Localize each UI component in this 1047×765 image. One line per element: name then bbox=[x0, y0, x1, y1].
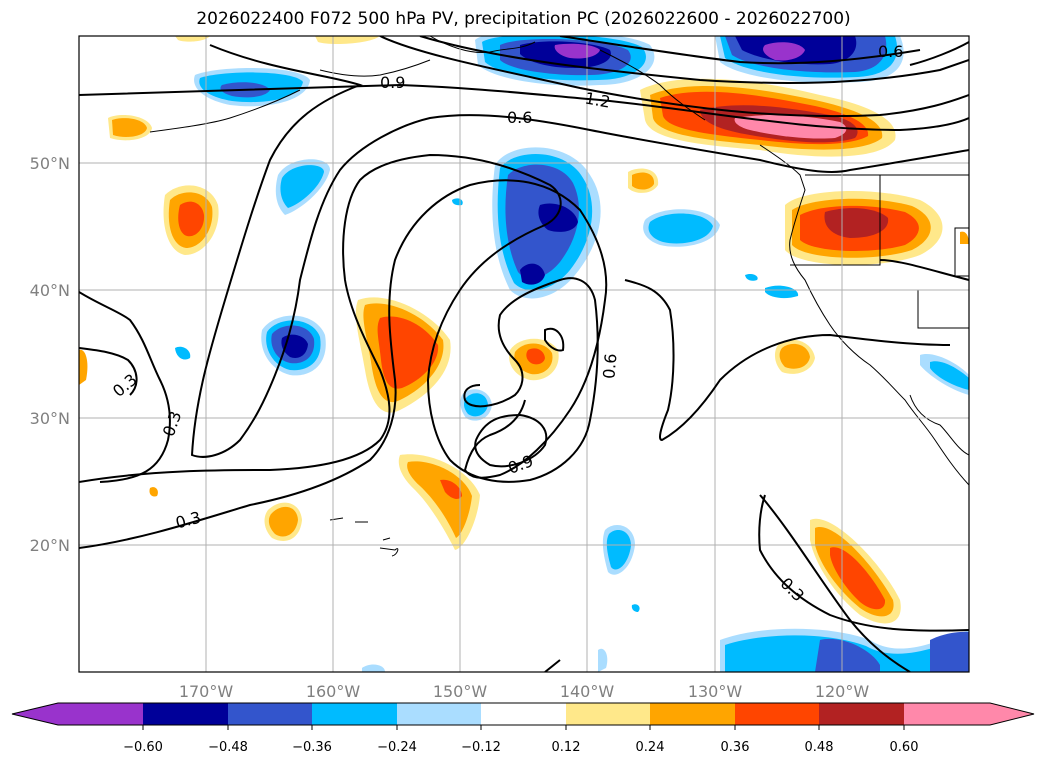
longitude-labels: 170°W 160°W 150°W 140°W 130°W 120°W bbox=[179, 682, 870, 701]
colorbar-tick-label: −0.24 bbox=[377, 740, 417, 755]
contour-label: 1.2 bbox=[583, 89, 611, 112]
colorbar-bin bbox=[566, 703, 650, 725]
lon-label: 170°W bbox=[179, 682, 234, 701]
contour-label: 0.6 bbox=[599, 353, 620, 380]
colorbar-bin bbox=[312, 703, 397, 725]
contour-label: 0.6 bbox=[878, 42, 903, 61]
colorbar-bin bbox=[819, 703, 904, 725]
colorbar-bin bbox=[904, 703, 990, 725]
contour-label: 0.6 bbox=[507, 108, 532, 127]
map-title: 2026022400 F072 500 hPa PV, precipitatio… bbox=[196, 9, 851, 29]
lon-label: 140°W bbox=[560, 682, 615, 701]
colorbar-tick-label: 0.48 bbox=[805, 740, 834, 755]
colorbar-tick-label: 0.60 bbox=[890, 740, 919, 755]
colorbar-tick-label: −0.36 bbox=[292, 740, 332, 755]
lon-label: 120°W bbox=[815, 682, 870, 701]
coastlines bbox=[149, 36, 969, 557]
colorbar-bin bbox=[735, 703, 819, 725]
colorbar-bin bbox=[481, 703, 566, 725]
colorbar-tick-label: −0.12 bbox=[461, 740, 501, 755]
colorbar-tick-label: 0.12 bbox=[552, 740, 581, 755]
lat-label: 50°N bbox=[30, 154, 70, 173]
colorbar-tick-label: 0.36 bbox=[721, 740, 750, 755]
colorbar-outline bbox=[11, 702, 1035, 726]
colorbar-bin bbox=[397, 703, 481, 725]
lon-label: 150°W bbox=[433, 682, 488, 701]
plot-frame bbox=[78, 35, 970, 673]
contour-label: 0.9 bbox=[380, 73, 405, 92]
latitude-labels: 50°N 40°N 30°N 20°N bbox=[30, 154, 70, 555]
colorbar: −0.60 −0.48 −0.36 −0.24 −0.12 0.12 0.24 0.36 0.4… bbox=[11, 702, 1035, 755]
colorbar-ticks: −0.60 −0.48 −0.36 −0.24 −0.12 0.12 0.24 0.36 0.4… bbox=[123, 725, 918, 755]
colorbar-bin bbox=[228, 703, 312, 725]
colorbar-tick-label: 0.24 bbox=[636, 740, 665, 755]
colorbar-bin bbox=[58, 703, 143, 725]
lat-label: 20°N bbox=[30, 536, 70, 555]
colorbar-extend-max bbox=[990, 703, 1034, 725]
colorbar-tick-label: −0.48 bbox=[208, 740, 248, 755]
map-plot-area: 0.9 1.2 0.6 0.6 0.3 0.3 0.6 0.9 0.3 0.3 bbox=[79, 36, 969, 672]
graticule bbox=[79, 36, 969, 672]
lon-label: 160°W bbox=[306, 682, 361, 701]
colorbar-tick-label: −0.60 bbox=[123, 740, 163, 755]
colorbar-extend-min bbox=[12, 703, 58, 725]
pv-contours bbox=[79, 36, 969, 672]
colorbar-bin bbox=[143, 703, 228, 725]
colorbar-bin bbox=[650, 703, 735, 725]
lat-label: 30°N bbox=[30, 409, 70, 428]
lon-label: 130°W bbox=[688, 682, 743, 701]
lat-label: 40°N bbox=[30, 281, 70, 300]
